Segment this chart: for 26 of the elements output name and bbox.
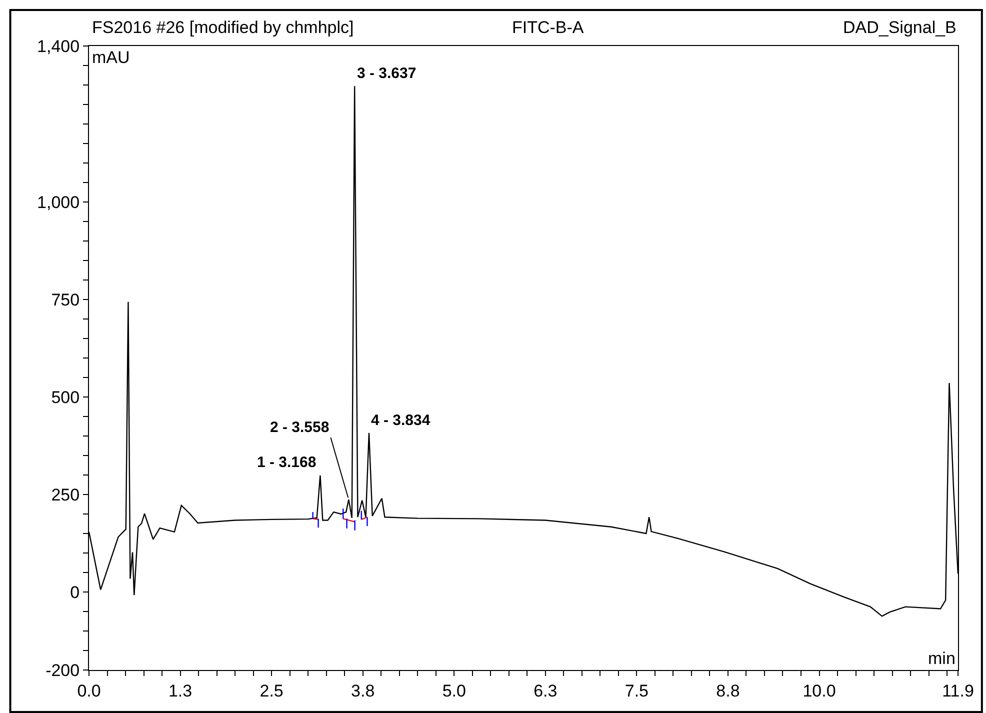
x-tick-label: 10.0: [802, 681, 836, 700]
y-tick-label: 750: [51, 290, 80, 310]
y-tick-label: 500: [51, 388, 80, 407]
y-tick-label: 1,400: [37, 36, 80, 56]
y-axis-title: mAU: [92, 48, 130, 67]
x-tick-label: 2.5: [260, 681, 284, 700]
text: DAD_Signal_B: [843, 18, 956, 37]
annotation: 3 - 3.637: [357, 65, 416, 82]
x-tick-label: 7.5: [624, 681, 649, 700]
x-tick-label: 6.3: [534, 681, 558, 700]
annotation: 2 - 3.558: [270, 419, 330, 436]
y-tick-label: 250: [51, 485, 80, 504]
x-tick-label: 1.3: [168, 681, 192, 700]
x-tick-label: 0.0: [77, 681, 101, 700]
annotation: 4 - 3.834: [371, 412, 431, 429]
chart-title: FS2016 #26 [modified by chmhplc]: [92, 18, 354, 37]
y-tick-label: 0: [70, 582, 80, 602]
x-tick-label: 3.8: [351, 681, 375, 700]
y-tick-label: -200: [46, 660, 80, 680]
x-tick-label: 11.9: [942, 681, 974, 700]
text: FITC-B-A: [512, 18, 584, 37]
x-tick-label: 5.0: [442, 681, 466, 700]
y-tick-label: 1,000: [37, 192, 80, 212]
x-tick-label: 8.8: [716, 681, 740, 700]
x-axis-title: min: [928, 649, 956, 668]
annotation: 1 - 3.168: [257, 454, 316, 471]
